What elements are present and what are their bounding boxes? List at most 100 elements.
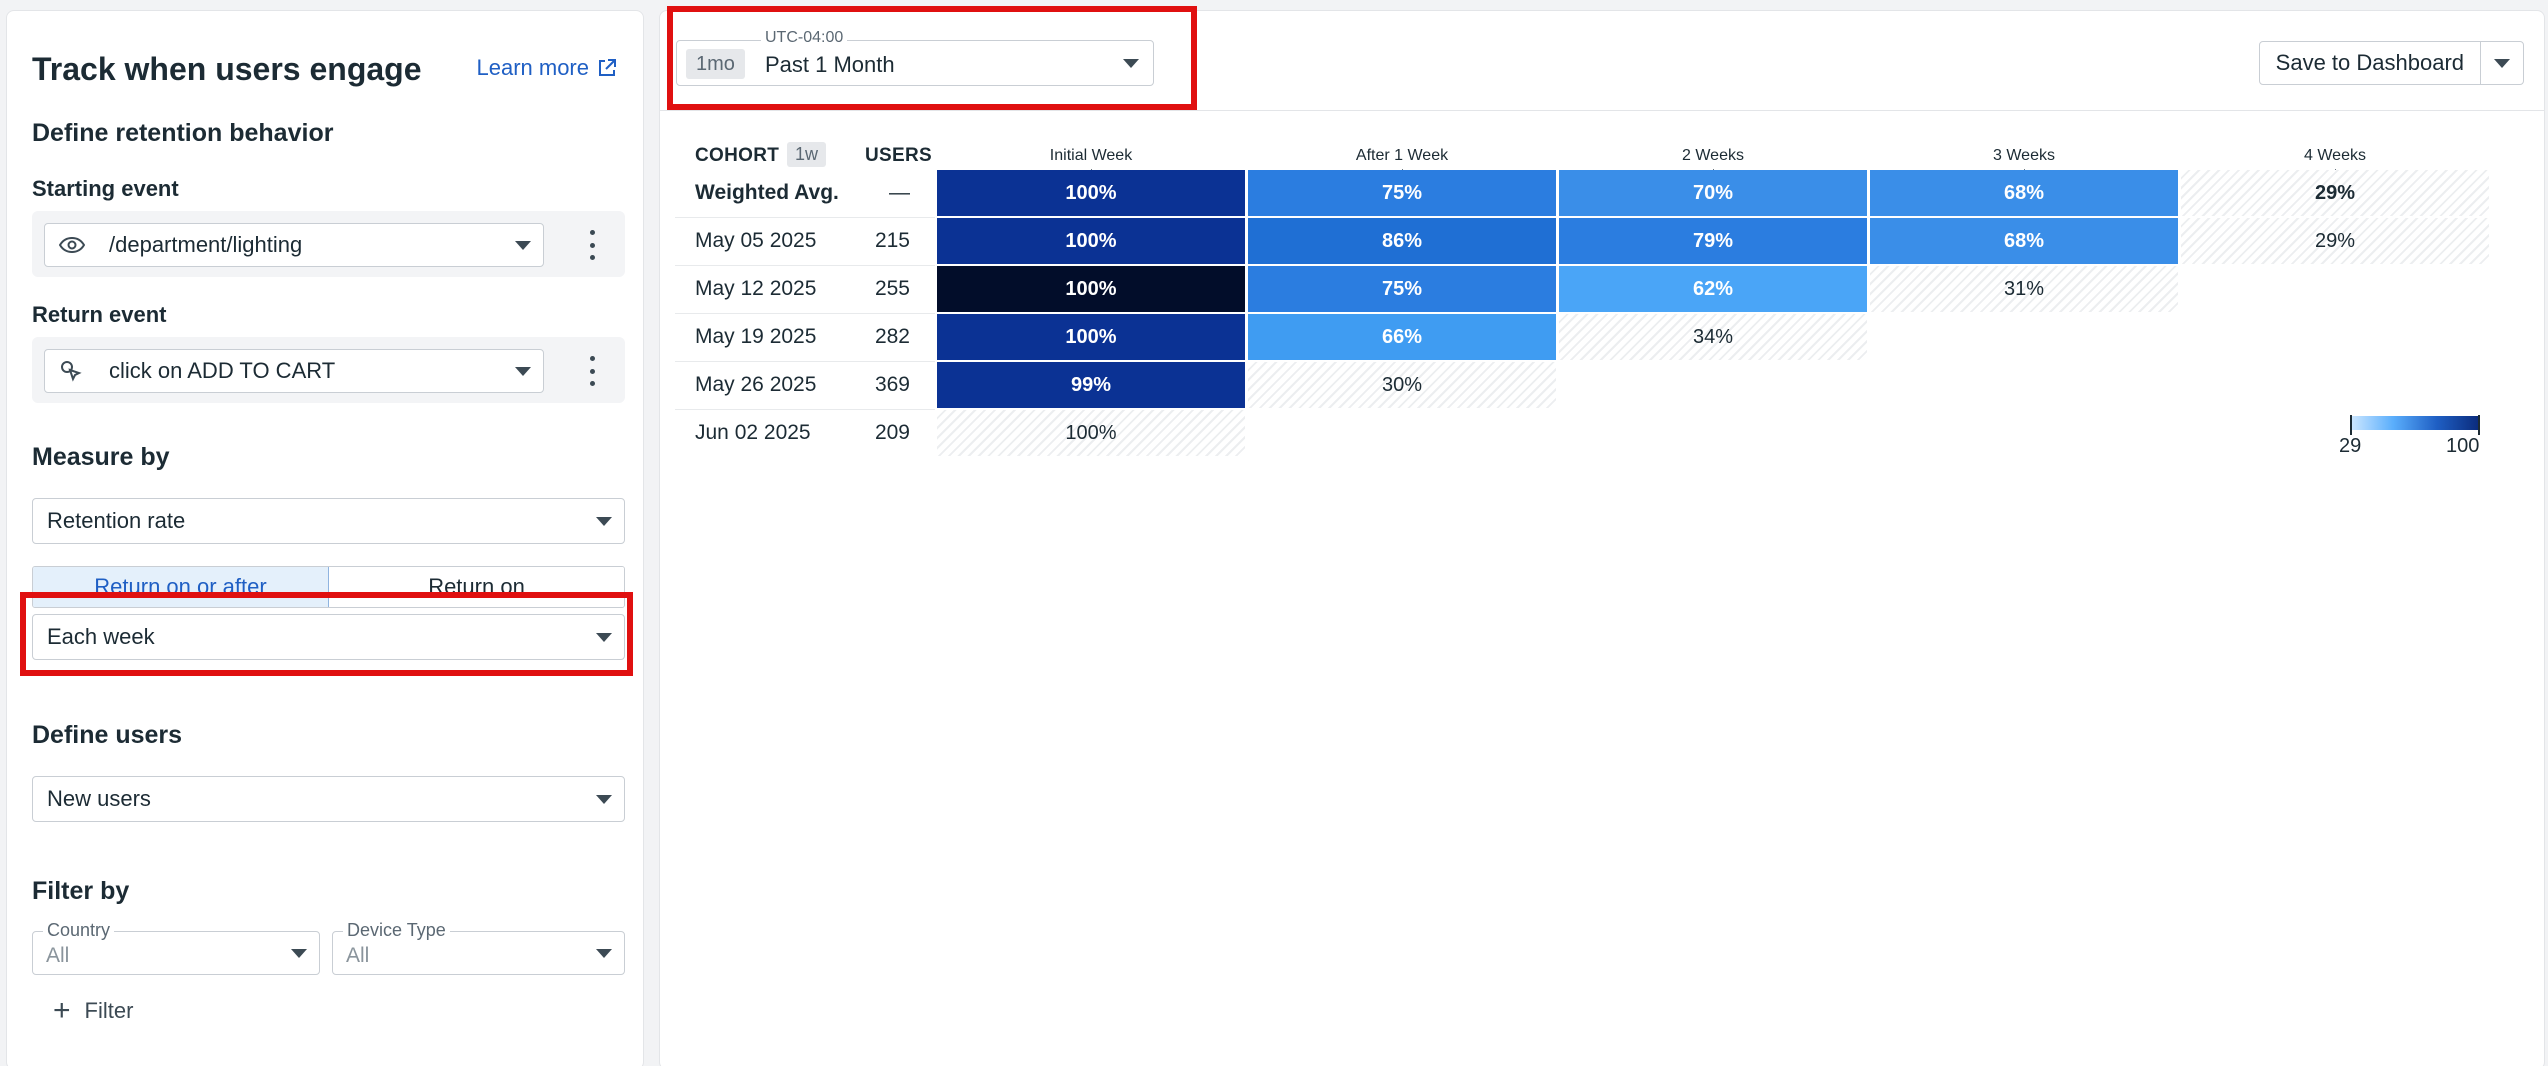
- save-to-dashboard-button[interactable]: Save to Dashboard: [2260, 42, 2481, 84]
- return-event-more-icon[interactable]: [577, 353, 607, 389]
- users-select[interactable]: New users: [32, 776, 625, 822]
- cohort-label: Jun 02 2025: [695, 421, 811, 444]
- config-panel: Track when users engage Learn more Defin…: [6, 10, 644, 1066]
- interval-chip: 1w: [787, 142, 827, 167]
- add-filter-label: Filter: [84, 998, 134, 1023]
- retention-cell[interactable]: 100%: [937, 170, 1245, 216]
- cohort-users: 282: [874, 325, 910, 348]
- retention-cell[interactable]: 100%: [937, 266, 1245, 312]
- cohort-header: COHORT: [695, 145, 780, 166]
- define-retention-heading: Define retention behavior: [32, 119, 334, 147]
- chevron-down-icon: [2494, 59, 2510, 68]
- column-header: 4 Weeks: [2304, 147, 2366, 164]
- external-link-icon: [599, 59, 616, 76]
- retention-cell[interactable]: 30%: [1248, 362, 1556, 408]
- chevron-down-icon: [596, 633, 612, 642]
- chevron-down-icon: [596, 517, 612, 526]
- device-type-filter-value: All: [346, 944, 370, 967]
- retention-cell[interactable]: 66%: [1248, 314, 1556, 360]
- timezone-label: UTC-04:00: [761, 29, 848, 47]
- row-divider: [675, 217, 935, 218]
- device-type-filter-label: Device Type: [343, 920, 450, 941]
- plus-icon: +: [53, 994, 71, 1027]
- return-event-label: Return event: [32, 302, 167, 327]
- users-header: USERS: [865, 145, 932, 166]
- panel-title: Track when users engage: [32, 51, 422, 87]
- retention-cell[interactable]: 100%: [937, 410, 1245, 456]
- return-on-or-after-option[interactable]: Return on or after: [33, 567, 329, 607]
- highlight-box-interval: [20, 592, 633, 676]
- cohort-label: May 26 2025: [695, 373, 817, 396]
- time-range-value: Past 1 Month: [765, 52, 895, 77]
- country-filter-value: All: [46, 944, 70, 967]
- column-header: Initial Week: [1049, 147, 1133, 164]
- starting-event-box: /department/lighting: [32, 211, 625, 277]
- measure-value: Retention rate: [47, 508, 186, 533]
- retention-cell[interactable]: 31%: [1870, 266, 2178, 312]
- measure-select[interactable]: Retention rate: [32, 498, 625, 544]
- retention-cell[interactable]: 34%: [1559, 314, 1867, 360]
- legend-max-tick: [2478, 415, 2480, 435]
- time-range-select[interactable]: UTC-04:00 1mo Past 1 Month: [676, 29, 1154, 86]
- retention-cell[interactable]: 62%: [1559, 266, 1867, 312]
- return-event-box: click on ADD TO CART: [32, 337, 625, 403]
- retention-cell[interactable]: 100%: [937, 314, 1245, 360]
- results-panel: UTC-04:00 1mo Past 1 Month Save to Dashb…: [659, 10, 2545, 1066]
- retention-cell[interactable]: 79%: [1559, 218, 1867, 264]
- highlight-box-time-range: [667, 6, 1197, 110]
- retention-cell[interactable]: 75%: [1248, 266, 1556, 312]
- starting-event-value: /department/lighting: [109, 232, 303, 257]
- column-header: 2 Weeks: [1682, 147, 1744, 164]
- cohort-users: —: [889, 181, 910, 204]
- chevron-down-icon: [1123, 59, 1139, 68]
- legend-min-label: 29: [2339, 435, 2362, 457]
- retention-cell[interactable]: 100%: [937, 218, 1245, 264]
- legend-max-label: 100: [2446, 435, 2480, 457]
- row-divider: [675, 409, 935, 410]
- save-button-group: Save to Dashboard: [2258, 41, 2524, 85]
- color-scale-legend: [2350, 416, 2480, 430]
- eye-icon: [59, 231, 87, 259]
- chevron-down-icon: [515, 241, 531, 250]
- row-divider: [675, 313, 935, 314]
- retention-cell[interactable]: 70%: [1559, 170, 1867, 216]
- retention-cell[interactable]: 68%: [1870, 218, 2178, 264]
- cohort-users: 215: [874, 229, 910, 252]
- interval-select[interactable]: Each week: [32, 614, 625, 660]
- retention-cell[interactable]: 29%: [2181, 218, 2489, 264]
- cohort-users: 209: [874, 421, 910, 444]
- cohort-users: 255: [874, 277, 910, 300]
- starting-event-select[interactable]: /department/lighting: [44, 223, 544, 267]
- column-header: After 1 Week: [1355, 147, 1449, 164]
- time-range-chip: 1mo: [686, 49, 745, 79]
- retention-cell[interactable]: 86%: [1248, 218, 1556, 264]
- cohort-users: 369: [874, 373, 910, 396]
- cohort-label: May 05 2025: [695, 229, 817, 252]
- column-header: 3 Weeks: [1993, 147, 2055, 164]
- retention-cell[interactable]: 99%: [937, 362, 1245, 408]
- retention-cell[interactable]: 29%: [2181, 170, 2489, 216]
- cohort-label: May 19 2025: [695, 325, 817, 348]
- starting-event-more-icon[interactable]: [577, 227, 607, 263]
- row-divider: [675, 265, 935, 266]
- return-event-select[interactable]: click on ADD TO CART: [44, 349, 544, 393]
- cohort-label: May 12 2025: [695, 277, 817, 300]
- retention-cell[interactable]: 75%: [1248, 170, 1556, 216]
- chevron-down-icon: [291, 949, 307, 958]
- retention-cell[interactable]: 68%: [1870, 170, 2178, 216]
- row-divider: [675, 361, 935, 362]
- learn-more-link[interactable]: Learn more: [476, 55, 617, 81]
- save-options-dropdown[interactable]: [2481, 42, 2523, 84]
- click-cursor-icon: [59, 357, 87, 385]
- country-filter-select[interactable]: Country All: [32, 920, 320, 975]
- filter-by-heading: Filter by: [32, 877, 130, 905]
- add-filter-button[interactable]: + Filter: [53, 996, 133, 1026]
- interval-value: Each week: [47, 624, 155, 649]
- chevron-down-icon: [515, 367, 531, 376]
- chevron-down-icon: [596, 949, 612, 958]
- device-type-filter-select[interactable]: Device Type All: [332, 920, 625, 975]
- results-toolbar: UTC-04:00 1mo Past 1 Month Save to Dashb…: [660, 11, 2544, 111]
- users-value: New users: [47, 786, 151, 811]
- country-filter-label: Country: [43, 920, 115, 941]
- legend-min-tick: [2350, 415, 2352, 435]
